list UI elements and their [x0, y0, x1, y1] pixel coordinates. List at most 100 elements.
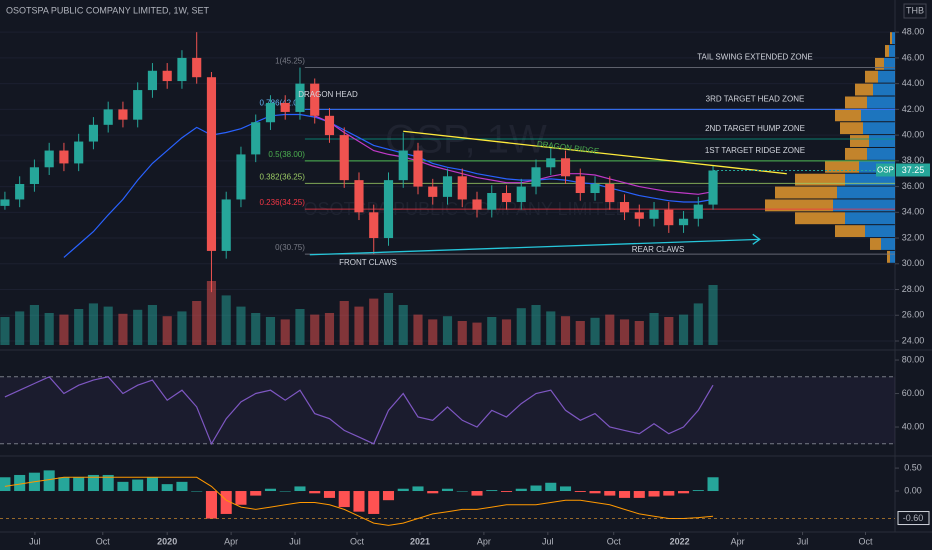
x-tick-label: 2020	[157, 536, 177, 546]
signal-line	[4, 476, 714, 526]
volume-bar	[0, 317, 10, 345]
candle-body	[708, 170, 718, 205]
x-tick-label: Jul	[797, 536, 809, 546]
volume-bar	[487, 317, 497, 345]
y-tick-label: 24.00	[902, 335, 925, 345]
macd-bar	[633, 491, 645, 498]
macd-bar	[117, 481, 129, 492]
y-tick-label: 40.00	[902, 421, 925, 431]
candle-body	[236, 154, 246, 200]
volume-bar	[295, 309, 305, 345]
macd-bar	[500, 491, 513, 492]
macd-bar	[515, 488, 527, 492]
volume-profile-up	[845, 173, 895, 186]
macd-bar	[663, 491, 675, 496]
volume-profile-down	[850, 135, 869, 147]
zone-label: 1ST TARGET RIDGE ZONE	[705, 146, 805, 155]
volume-bar	[339, 301, 349, 345]
macd-bar	[368, 491, 380, 514]
volume-profile-down	[845, 96, 867, 109]
macd-bar	[191, 491, 203, 492]
volume-bar	[133, 309, 143, 345]
volume-profile-up	[890, 250, 895, 263]
macd-bar	[338, 491, 350, 508]
candle-body	[251, 122, 261, 155]
macd-bar	[146, 477, 158, 492]
volume-bar	[398, 305, 408, 345]
y-tick-label: 46.00	[902, 52, 925, 62]
candle-body	[221, 199, 231, 251]
y-tick-label: 0.50	[904, 462, 922, 472]
volume-profile-up	[892, 32, 895, 45]
candle-body	[649, 209, 659, 219]
candle-body	[428, 186, 438, 197]
rsi-band	[0, 376, 895, 444]
volume-profile-up	[861, 109, 895, 122]
volume-profile-down	[870, 238, 881, 250]
volume-bar	[575, 321, 585, 345]
y-tick-label: 0.00	[904, 485, 922, 495]
candle-body	[398, 150, 408, 181]
macd-bar	[205, 491, 217, 519]
y-tick-label: 30.00	[902, 258, 925, 268]
candle-body	[339, 135, 349, 181]
volume-bar	[546, 311, 556, 345]
macd-bar	[294, 486, 306, 492]
annotation: FRONT CLAWS	[339, 258, 397, 267]
volume-profile-up	[878, 70, 895, 83]
candle-body	[206, 77, 217, 251]
candle-body	[442, 176, 453, 197]
macd-bar	[707, 477, 719, 492]
macd-bar	[692, 490, 704, 492]
candle-body	[310, 83, 320, 116]
moving-average	[63, 113, 714, 258]
volume-profile-up	[881, 238, 895, 250]
watermark: OSP, 1W	[385, 118, 547, 162]
marker-label: -0.60	[903, 513, 924, 523]
volume-profile-down	[890, 32, 892, 45]
x-tick-label: 2021	[410, 536, 430, 546]
candle-body	[0, 199, 10, 206]
macd-bar	[279, 491, 291, 492]
volume-bar	[457, 321, 467, 345]
volume-bar	[162, 316, 172, 345]
volume-profile-down	[885, 45, 889, 57]
candle-body	[575, 176, 585, 194]
macd-bar	[574, 491, 586, 492]
volume-bar	[324, 313, 335, 345]
x-tick-label: Apr	[477, 536, 491, 546]
volume-bar	[251, 313, 261, 345]
candle-body	[619, 202, 630, 213]
volume-bar	[206, 281, 217, 345]
candle-body	[560, 158, 571, 177]
macd-bar	[220, 491, 232, 514]
volume-bar	[664, 317, 674, 345]
macd-bar	[559, 486, 572, 492]
volume-bar	[649, 313, 659, 345]
volume-bar	[236, 306, 246, 345]
volume-bar	[516, 308, 526, 345]
volume-profile-down	[765, 199, 833, 212]
candle-body	[369, 212, 379, 239]
volume-bar	[29, 305, 39, 345]
candle-body	[678, 218, 689, 226]
macd-bar	[619, 491, 631, 498]
y-tick-label: 44.00	[902, 78, 925, 88]
currency: THB	[906, 5, 924, 15]
candle-body	[457, 176, 467, 200]
volume-bar	[177, 311, 187, 345]
macd-bar	[87, 474, 99, 492]
volume-bar	[369, 298, 379, 345]
candle-body	[147, 70, 158, 91]
candle-body	[634, 212, 644, 219]
fib-label: 0(30.75)	[275, 243, 305, 252]
volume-bar	[74, 309, 84, 345]
volume-bar	[634, 321, 644, 345]
annotation: DRAGON HEAD	[298, 90, 358, 99]
candle-body	[103, 109, 113, 125]
volume-profile-up	[867, 96, 895, 109]
macd-bar	[648, 491, 660, 497]
volume-bar	[605, 314, 615, 345]
fib-label: 0.5(38.00)	[268, 150, 305, 159]
